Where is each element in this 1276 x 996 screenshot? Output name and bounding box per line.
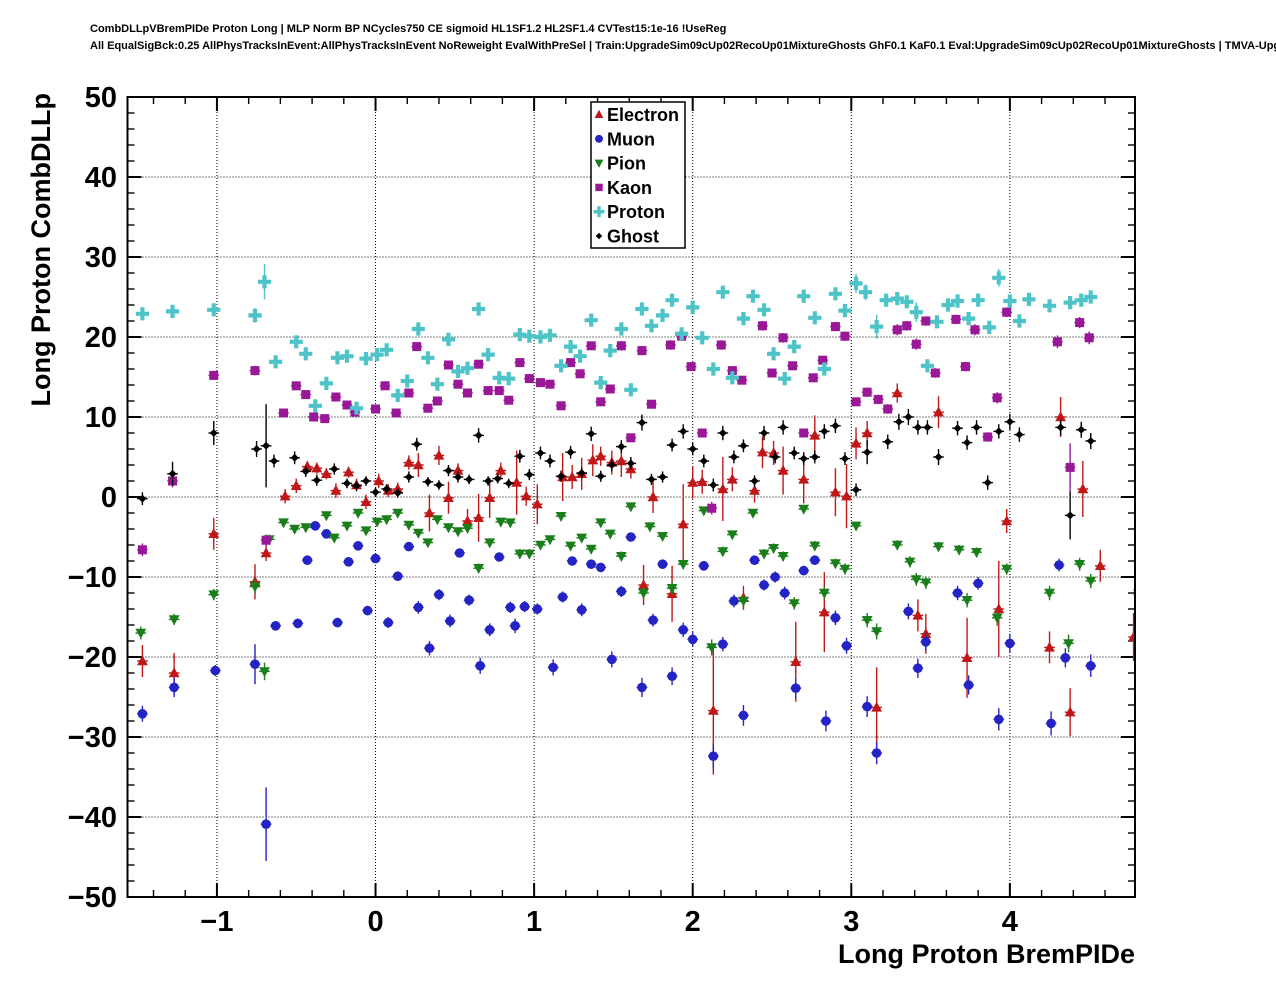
- series-kaon: [137, 307, 1136, 557]
- legend: Electron Muon Pion Kaon Proton Ghost: [590, 101, 686, 249]
- x-tick-label: −1: [200, 906, 233, 938]
- legend-label: Ghost: [607, 227, 659, 247]
- series-electron: [137, 383, 1136, 775]
- x-tick-label: 1: [526, 906, 542, 938]
- y-tick-label: −40: [68, 802, 117, 834]
- y-tick-label: 40: [85, 162, 117, 194]
- y-tick-label: 30: [85, 242, 117, 274]
- y-tick-label: −10: [68, 562, 117, 594]
- data-series: [135, 264, 1136, 861]
- x-axis-title: Long Proton BremPIDe: [838, 939, 1135, 969]
- plot-title-line1: CombDLLpVBremPIDe Proton Long | MLP Norm…: [90, 23, 727, 35]
- legend-entry-pion: Pion: [594, 154, 646, 174]
- x-tick-labels: −1 0 1 2 3 4: [200, 906, 1018, 938]
- y-tick-label: −20: [68, 642, 117, 674]
- legend-label: Electron: [607, 105, 679, 125]
- plot-title-line2: All EqualSigBck:0.25 AllPhysTracksInEven…: [90, 40, 1276, 52]
- legend-box: [590, 101, 686, 249]
- legend-label: Muon: [607, 129, 655, 149]
- series-proton: [135, 264, 1136, 415]
- x-tick-label: 2: [685, 906, 701, 938]
- series-pion: [135, 502, 1136, 681]
- y-axis-title: Long Proton CombDLLp: [26, 93, 56, 406]
- y-tick-label: −30: [68, 722, 117, 754]
- legend-label: Proton: [607, 202, 665, 222]
- x-tick-label: 0: [367, 906, 383, 938]
- legend-entry-kaon: Kaon: [595, 178, 652, 198]
- y-tick-labels: −50 −40 −30 −20 −10 0 10 20 30 40 50: [68, 82, 117, 914]
- series-ghost: [137, 404, 1136, 540]
- legend-entry-proton: Proton: [593, 202, 665, 222]
- series-muon: [137, 521, 1136, 861]
- legend-entry-muon: Muon: [595, 129, 655, 149]
- y-tick-label: −50: [68, 882, 117, 914]
- legend-label: Pion: [607, 154, 646, 174]
- legend-entry-electron: Electron: [594, 105, 679, 125]
- x-tick-label: 4: [1002, 906, 1018, 938]
- legend-entry-ghost: Ghost: [595, 227, 659, 247]
- plot-frame: [126, 96, 1136, 898]
- legend-label: Kaon: [607, 178, 652, 198]
- y-tick-label: 0: [101, 482, 117, 514]
- y-tick-label: 20: [85, 322, 117, 354]
- x-tick-label: 3: [843, 906, 859, 938]
- y-tick-label: 50: [85, 82, 117, 114]
- y-tick-label: 10: [85, 402, 117, 434]
- axis-ticks: [127, 96, 1135, 898]
- axis-titles: Long Proton BremPIDe Long Proton CombDLLp: [26, 93, 1135, 969]
